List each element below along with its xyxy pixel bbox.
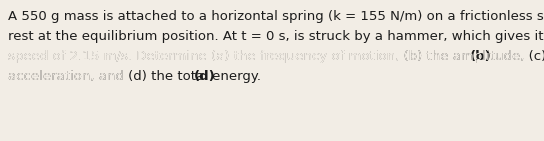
Text: acceleration, and (d) the total energy.: acceleration, and (d) the total energy. xyxy=(8,70,261,83)
Text: speed of 2.15 m/s. Determine (a) the frequency of motion, (b) the amplitude,: speed of 2.15 m/s. Determine (a) the fre… xyxy=(8,50,529,63)
Text: acceleration, and: acceleration, and xyxy=(8,70,128,83)
Text: (b): (b) xyxy=(469,50,491,63)
Text: A 550 g mass is attached to a horizontal spring (k = 155 N/m) on a frictionless : A 550 g mass is attached to a horizontal… xyxy=(8,10,544,23)
Text: speed of 2.15 m/s. Determine (a) the frequency of motion,: speed of 2.15 m/s. Determine (a) the fre… xyxy=(8,50,404,63)
Text: (d): (d) xyxy=(194,70,216,83)
Text: rest at the equilibrium position. At t = 0 s, is struck by a hammer, which gives: rest at the equilibrium position. At t =… xyxy=(8,30,544,43)
Text: speed of 2.15 m/s. Determine (a) the frequency of motion, (b) the amplitude, (c): speed of 2.15 m/s. Determine (a) the fre… xyxy=(8,50,544,63)
